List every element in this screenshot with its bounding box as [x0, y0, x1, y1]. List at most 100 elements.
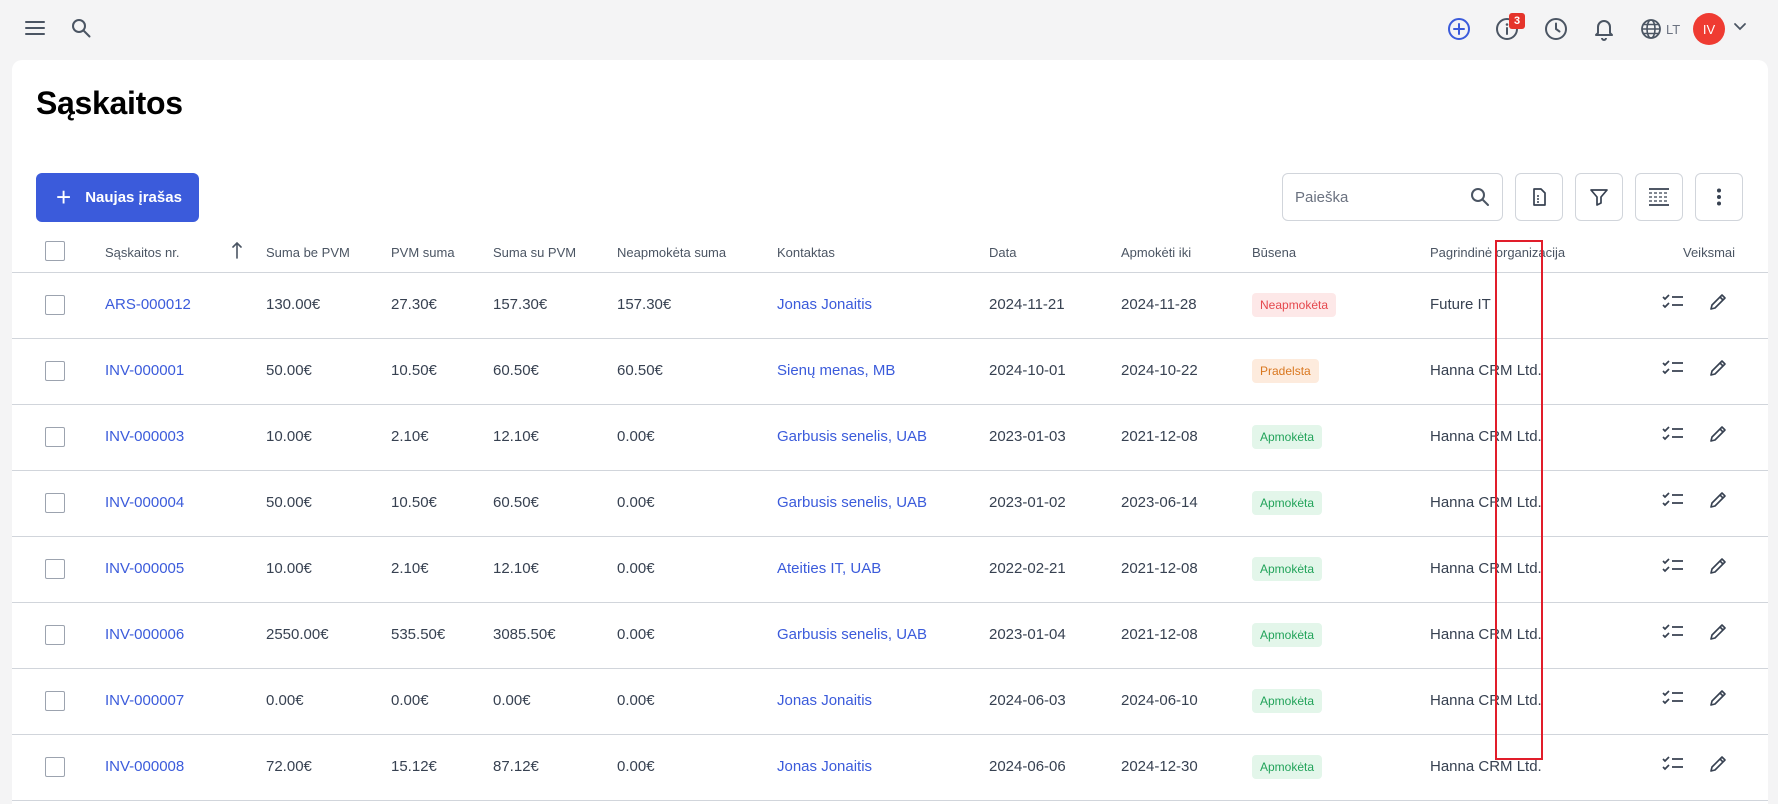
contact-link[interactable]: Garbusis senelis, UAB — [777, 626, 928, 643]
edit-icon[interactable] — [1708, 556, 1728, 581]
status-badge: Apmokėta — [1252, 689, 1323, 713]
edit-icon[interactable] — [1708, 292, 1728, 317]
select-all-checkbox[interactable] — [45, 241, 65, 261]
invoice-date: 2022-02-21 — [989, 560, 1066, 577]
invoice-number-link[interactable]: INV-000004 — [105, 494, 185, 511]
contact-link[interactable]: Jonas Jonaitis — [777, 692, 873, 709]
notification-badge: 3 — [1509, 13, 1525, 29]
clock-icon[interactable] — [1544, 17, 1568, 41]
column-header-number[interactable]: Sąskaitos nr. — [105, 245, 180, 260]
table-row: INV-000008 72.00€ 15.12€ 87.12€ 0.00€ Jo… — [12, 735, 1768, 801]
row-checkbox[interactable] — [45, 295, 65, 315]
status-badge: Pradelsta — [1252, 359, 1319, 383]
organization: Hanna CRM Ltd. — [1430, 494, 1542, 511]
column-header-contact[interactable]: Kontaktas — [777, 245, 835, 260]
edit-icon[interactable] — [1708, 358, 1728, 383]
vat-amount: 10.50€ — [391, 362, 437, 379]
due-date: 2024-06-10 — [1121, 692, 1198, 709]
column-header-vat[interactable]: PVM suma — [391, 245, 455, 260]
checklist-icon[interactable] — [1662, 491, 1684, 514]
gross-amount: 60.50€ — [493, 494, 539, 511]
vat-amount: 535.50€ — [391, 626, 446, 643]
checklist-icon[interactable] — [1662, 359, 1684, 382]
more-button[interactable] — [1695, 173, 1743, 221]
checklist-icon[interactable] — [1662, 557, 1684, 580]
columns-icon — [1649, 188, 1669, 206]
due-date: 2024-12-30 — [1121, 758, 1198, 775]
checklist-icon[interactable] — [1662, 425, 1684, 448]
row-checkbox[interactable] — [45, 493, 65, 513]
contact-link[interactable]: Jonas Jonaitis — [777, 296, 873, 313]
add-circle-icon[interactable] — [1447, 17, 1471, 41]
checklist-icon[interactable] — [1662, 293, 1684, 316]
invoice-number-link[interactable]: ARS-000012 — [105, 296, 191, 313]
export-button[interactable] — [1515, 173, 1563, 221]
avatar[interactable]: IV — [1693, 13, 1725, 45]
row-checkbox[interactable] — [45, 427, 65, 447]
menu-icon[interactable] — [24, 18, 46, 38]
invoice-number-link[interactable]: INV-000006 — [105, 626, 185, 643]
edit-icon[interactable] — [1708, 622, 1728, 647]
due-date: 2021-12-08 — [1121, 626, 1198, 643]
invoice-date: 2023-01-04 — [989, 626, 1066, 643]
invoice-number-link[interactable]: INV-000003 — [105, 428, 185, 445]
contact-link[interactable]: Ateities IT, UAB — [777, 560, 882, 577]
checklist-icon[interactable] — [1662, 623, 1684, 646]
filter-button[interactable] — [1575, 173, 1623, 221]
row-checkbox[interactable] — [45, 625, 65, 645]
row-checkbox[interactable] — [45, 559, 65, 579]
row-checkbox[interactable] — [45, 361, 65, 381]
search-icon[interactable] — [70, 17, 92, 39]
edit-icon[interactable] — [1708, 688, 1728, 713]
column-header-organization[interactable]: Pagrindinė organizacija — [1430, 245, 1566, 260]
contact-link[interactable]: Sienų menas, MB — [777, 362, 896, 379]
invoice-number-link[interactable]: INV-000008 — [105, 758, 185, 775]
net-amount: 130.00€ — [266, 296, 321, 313]
filter-icon — [1590, 189, 1608, 206]
unpaid-amount: 60.50€ — [617, 362, 663, 379]
columns-button[interactable] — [1635, 173, 1683, 221]
net-amount: 50.00€ — [266, 494, 312, 511]
info-icon[interactable]: 3 — [1495, 13, 1525, 41]
contact-link[interactable]: Garbusis senelis, UAB — [777, 428, 928, 445]
search-input[interactable] — [1295, 188, 1465, 206]
net-amount: 72.00€ — [266, 758, 312, 775]
invoice-date: 2024-11-21 — [989, 296, 1065, 313]
table-row: INV-000006 2550.00€ 535.50€ 3085.50€ 0.0… — [12, 603, 1768, 669]
organization: Future IT — [1430, 296, 1491, 313]
search-icon[interactable] — [1470, 187, 1490, 212]
contact-link[interactable]: Jonas Jonaitis — [777, 758, 873, 775]
edit-icon[interactable] — [1708, 490, 1728, 515]
row-checkbox[interactable] — [45, 691, 65, 711]
column-header-unpaid[interactable]: Neapmokėta suma — [617, 245, 727, 260]
column-header-due[interactable]: Apmokėti iki — [1121, 245, 1192, 260]
checklist-icon[interactable] — [1662, 689, 1684, 712]
globe-icon — [1641, 19, 1661, 39]
page-title: Sąskaitos — [36, 85, 183, 121]
invoice-number-link[interactable]: INV-000005 — [105, 560, 185, 577]
language-selector[interactable]: LT — [1640, 16, 1680, 42]
row-checkbox[interactable] — [45, 757, 65, 777]
sort-ascending-icon[interactable] — [232, 241, 242, 264]
column-header-date[interactable]: Data — [989, 245, 1017, 260]
gross-amount: 60.50€ — [493, 362, 539, 379]
unpaid-amount: 157.30€ — [617, 296, 672, 313]
edit-icon[interactable] — [1708, 754, 1728, 779]
edit-icon[interactable] — [1708, 424, 1728, 449]
bell-icon[interactable] — [1592, 16, 1616, 42]
column-header-gross[interactable]: Suma su PVM — [493, 245, 577, 260]
invoice-number-link[interactable]: INV-000001 — [105, 362, 185, 379]
invoice-date: 2024-06-03 — [989, 692, 1066, 709]
checklist-icon[interactable] — [1662, 755, 1684, 778]
column-header-status[interactable]: Būsena — [1252, 245, 1297, 260]
chevron-down-icon[interactable] — [1732, 18, 1748, 39]
organization: Hanna CRM Ltd. — [1430, 626, 1542, 643]
organization: Hanna CRM Ltd. — [1430, 362, 1542, 379]
table-row: INV-000001 50.00€ 10.50€ 60.50€ 60.50€ S… — [12, 339, 1768, 405]
contact-link[interactable]: Garbusis senelis, UAB — [777, 494, 928, 511]
unpaid-amount: 0.00€ — [617, 758, 655, 775]
column-header-net[interactable]: Suma be PVM — [266, 245, 350, 260]
invoice-number-link[interactable]: INV-000007 — [105, 692, 185, 709]
gross-amount: 0.00€ — [493, 692, 531, 709]
new-record-button[interactable]: + Naujas įrašas — [36, 173, 199, 222]
